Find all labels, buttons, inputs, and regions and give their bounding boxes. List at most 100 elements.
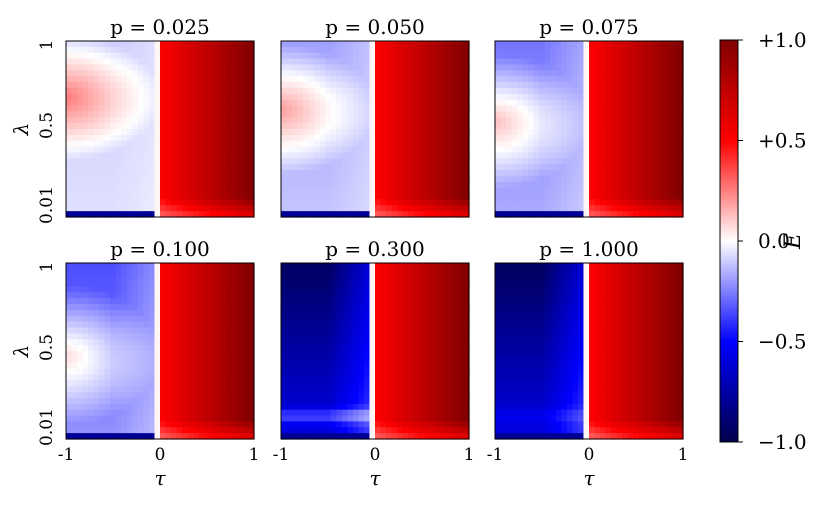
heatmap-cell [446, 158, 454, 165]
heatmap-cell [627, 211, 634, 218]
heatmap-cell [242, 309, 250, 317]
heatmap-cell [231, 268, 239, 276]
heatmap-cell [677, 93, 684, 101]
heatmap-cell [237, 274, 244, 282]
heatmap-cell [231, 362, 239, 370]
heatmap-cell [198, 117, 205, 124]
heatmap-cell [522, 99, 529, 107]
heatmap-cell [308, 76, 315, 83]
heatmap-cell [666, 123, 673, 130]
heatmap-cell [561, 111, 568, 118]
heatmap-cell [297, 397, 304, 405]
heatmap-cell [363, 140, 371, 148]
heatmap-cell [237, 99, 244, 107]
heatmap-cell [506, 111, 513, 118]
heatmap-cell [132, 175, 139, 183]
heatmap-cell [137, 421, 145, 428]
heatmap-cell [104, 339, 111, 346]
heatmap-cell [517, 164, 524, 171]
heatmap-cell [555, 152, 562, 159]
heatmap-cell [242, 315, 250, 323]
heatmap-cell [182, 134, 189, 142]
heatmap-cell [303, 199, 310, 206]
heatmap-cell [115, 315, 122, 323]
heatmap-cell [148, 333, 156, 340]
heatmap-cell [589, 76, 596, 83]
heatmap-cell [555, 146, 562, 154]
heatmap-cell [397, 309, 404, 317]
heatmap-cell [148, 52, 156, 60]
heatmap-cell [319, 403, 326, 411]
heatmap-cell [308, 82, 315, 89]
heatmap-cell [231, 41, 239, 48]
heatmap-cell [358, 315, 365, 323]
heatmap-cell [666, 193, 673, 200]
heatmap-cell [655, 140, 662, 148]
heatmap-cell [391, 433, 398, 440]
heatmap-cell [419, 421, 426, 428]
heatmap-cell [583, 105, 590, 112]
heatmap-cell [644, 193, 651, 200]
heatmap-cell [627, 181, 634, 189]
heatmap-cell [182, 152, 189, 159]
heatmap-cell [633, 146, 640, 154]
heatmap-cell [341, 374, 348, 381]
heatmap-cell [330, 64, 337, 71]
heatmap-cell [341, 87, 348, 95]
heatmap-cell [358, 211, 365, 218]
heatmap-cell [226, 193, 233, 200]
heatmap-cell [82, 70, 89, 77]
heatmap-cell [204, 403, 211, 411]
heatmap-cell [424, 397, 431, 405]
heatmap-cell [308, 397, 315, 405]
heatmap-cell [165, 134, 172, 142]
heatmap-cell [88, 280, 95, 288]
heatmap-cell [649, 158, 656, 165]
heatmap-cell [220, 64, 227, 71]
heatmap-cell [215, 158, 222, 165]
heatmap-cell [237, 386, 244, 393]
heatmap-cell [93, 292, 100, 299]
heatmap-cell [533, 164, 540, 171]
heatmap-cell [292, 421, 299, 428]
heatmap-cell [231, 87, 239, 95]
heatmap-cell [226, 64, 233, 71]
heatmap-cell [215, 205, 222, 212]
heatmap-cell [517, 111, 524, 118]
heatmap-cell [386, 421, 393, 428]
heatmap-cell [363, 76, 371, 83]
heatmap-cell [193, 193, 200, 200]
heatmap-cell [644, 175, 651, 183]
heatmap-cell [88, 181, 95, 189]
heatmap-cell [528, 105, 535, 112]
heatmap-cell [600, 199, 607, 206]
heatmap-cell [297, 140, 304, 148]
heatmap-cell [242, 140, 250, 148]
heatmap-cell [386, 117, 393, 124]
heatmap-cell [226, 415, 233, 422]
heatmap-cell [325, 211, 332, 218]
heatmap-cell [104, 327, 111, 334]
heatmap-cell [336, 386, 343, 393]
heatmap-cell [369, 123, 376, 130]
heatmap-cell [325, 286, 332, 293]
heatmap-cell [154, 181, 161, 189]
heatmap-cell [121, 199, 128, 206]
heatmap-cell [143, 386, 150, 393]
heatmap-cell [386, 105, 393, 112]
heatmap-cell [226, 304, 233, 311]
heatmap-cell [187, 368, 194, 376]
heatmap-cell [182, 421, 189, 428]
heatmap-cell [104, 175, 111, 183]
heatmap-cell [539, 99, 546, 107]
heatmap-cell [193, 333, 200, 340]
heatmap-cell [363, 58, 371, 66]
heatmap-cell [231, 111, 239, 118]
heatmap-cell [281, 392, 288, 399]
heatmap-cell [572, 82, 579, 89]
heatmap-cell [93, 58, 100, 66]
heatmap-cell [572, 140, 579, 148]
heatmap-cell [160, 427, 167, 434]
heatmap-cell [93, 70, 100, 77]
heatmap-cell [352, 333, 360, 340]
